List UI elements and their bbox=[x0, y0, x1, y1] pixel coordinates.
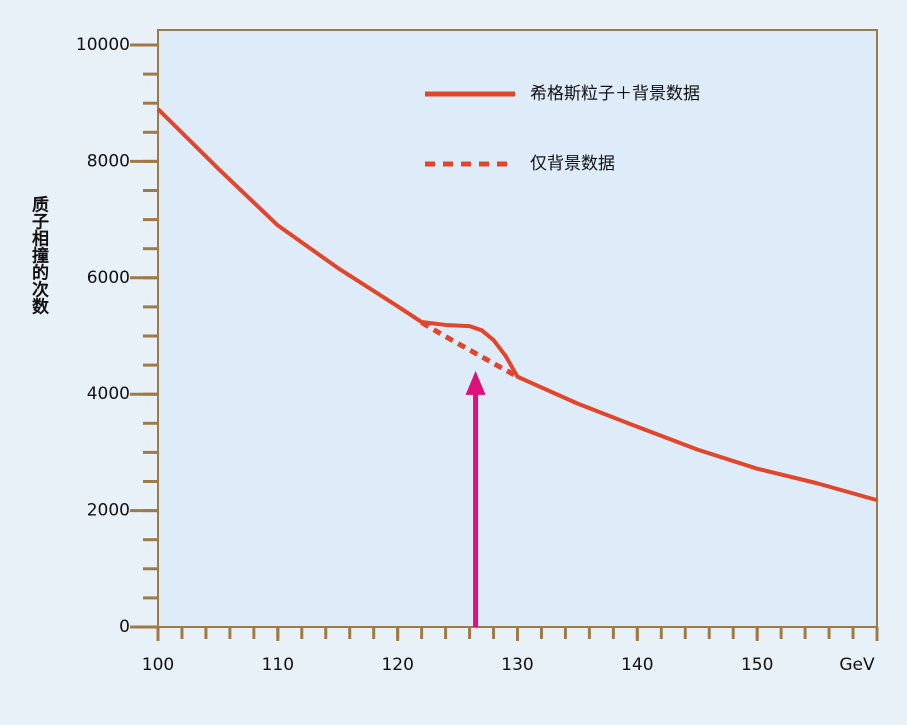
legend-label: 仅背景数据 bbox=[530, 154, 615, 174]
plot-area bbox=[157, 29, 878, 628]
x-tick-label: 100 bbox=[142, 655, 174, 675]
y-tick-label: 2000 bbox=[87, 501, 130, 521]
x-tick-label: 130 bbox=[501, 655, 533, 675]
y-tick-label: 0 bbox=[119, 617, 130, 637]
arrow-head bbox=[465, 370, 486, 395]
y-axis-label: 质子相撞的次数 bbox=[28, 195, 49, 315]
line bbox=[420, 320, 519, 379]
y-tick-label: 8000 bbox=[87, 151, 130, 171]
x-tick-label: 110 bbox=[262, 655, 294, 675]
x-tick-label: 120 bbox=[381, 655, 413, 675]
y-tick-label: 6000 bbox=[87, 268, 130, 288]
x-tick-label: GeV bbox=[839, 655, 875, 675]
x-tick-label: 140 bbox=[621, 655, 653, 675]
y-tick-label: 10000 bbox=[76, 35, 130, 55]
legend-label: 希格斯粒子＋背景数据 bbox=[530, 84, 700, 104]
line bbox=[156, 107, 878, 503]
x-tick-label: 150 bbox=[741, 655, 773, 675]
y-tick-label: 4000 bbox=[87, 384, 130, 404]
